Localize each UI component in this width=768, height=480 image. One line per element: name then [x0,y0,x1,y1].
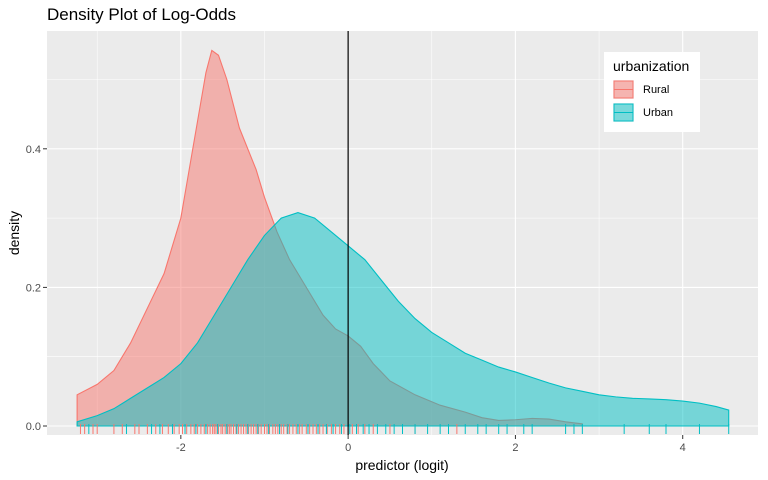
y-axis-title: density [6,211,22,255]
legend-label-rural: Rural [643,84,669,96]
x-tick-label: 2 [512,442,518,454]
y-tick-label: 0.4 [26,144,41,156]
x-axis-title: predictor (logit) [355,457,448,473]
density-area-urban [76,211,730,427]
x-tick-label: 0 [345,442,351,454]
x-tick-label: -2 [176,442,186,454]
chart-title: Density Plot of Log-Odds [47,5,236,24]
x-axis: -2 0 2 4 [176,435,686,454]
legend-items: Rural Urban [613,80,673,122]
density-areas [76,49,730,427]
y-tick-label: 0.2 [26,282,41,294]
legend-title: urbanization [613,58,689,74]
legend: urbanization Rural Urban [604,52,700,132]
x-tick-label: 4 [680,442,686,454]
legend-label-urban: Urban [643,107,673,119]
y-tick-label: 0.0 [26,421,41,433]
rug-marks [79,424,730,434]
y-axis: 0.0 0.2 0.4 [26,144,47,433]
